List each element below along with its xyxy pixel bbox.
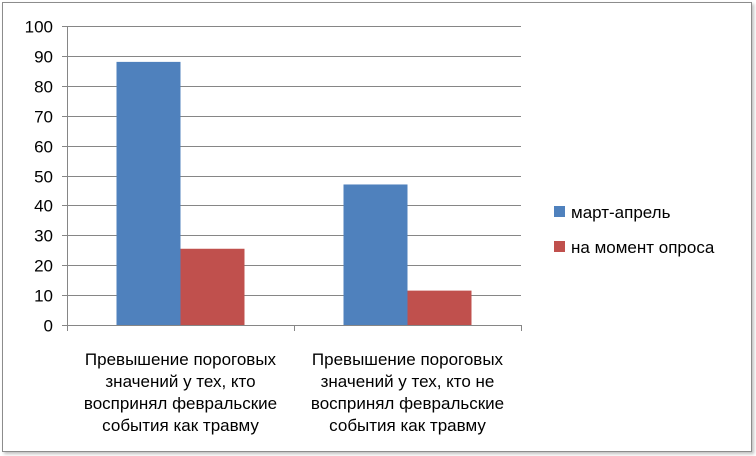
bar <box>343 184 408 325</box>
bar-chart: 0 10 20 30 40 50 60 70 80 90 100 Превышение порого… <box>25 18 715 436</box>
y-tick-label: 100 <box>25 18 53 37</box>
axes <box>62 26 522 331</box>
legend-swatch <box>554 241 565 252</box>
category-label: Превышение пороговых значений у тех, кто в… <box>84 350 277 435</box>
y-tick-label: 10 <box>34 287 53 306</box>
y-tick-label: 60 <box>34 138 53 157</box>
category-label-line: значений у тех, кто не <box>321 372 495 391</box>
y-tick-labels: 0 10 20 30 40 50 60 70 80 90 100 <box>25 18 53 336</box>
bar <box>180 248 245 325</box>
y-tick-label: 70 <box>34 108 53 127</box>
bar <box>407 290 472 325</box>
category-label: Превышение пороговых значений у тех, кто … <box>311 350 504 435</box>
category-label-line: значений у тех, кто <box>105 372 255 391</box>
category-labels: Превышение пороговых значений у тех, кто в… <box>84 350 504 435</box>
y-tick-label: 90 <box>34 48 53 67</box>
category-label-line: Превышение пороговых <box>312 350 504 369</box>
category-label-line: воспринял февральские <box>84 394 277 413</box>
category-label-line: Превышение пороговых <box>85 350 277 369</box>
legend: март-апрель на момент опроса <box>554 203 715 257</box>
bar <box>116 61 181 325</box>
category-label-line: события как травму <box>329 416 486 435</box>
legend-label: на момент опроса <box>571 238 715 257</box>
legend-swatch <box>554 206 565 217</box>
y-tick-label: 80 <box>34 78 53 97</box>
legend-label: март-апрель <box>571 203 671 222</box>
y-tick-label: 40 <box>34 197 53 216</box>
chart-frame: 0 10 20 30 40 50 60 70 80 90 100 Превышение порого… <box>2 2 752 452</box>
bars <box>116 61 472 325</box>
y-tick-label: 50 <box>34 168 53 187</box>
y-tick-label: 0 <box>44 317 53 336</box>
category-label-line: события как травму <box>102 416 259 435</box>
y-tick-label: 30 <box>34 227 53 246</box>
y-tick-label: 20 <box>34 257 53 276</box>
category-label-line: воспринял февральские <box>311 394 504 413</box>
